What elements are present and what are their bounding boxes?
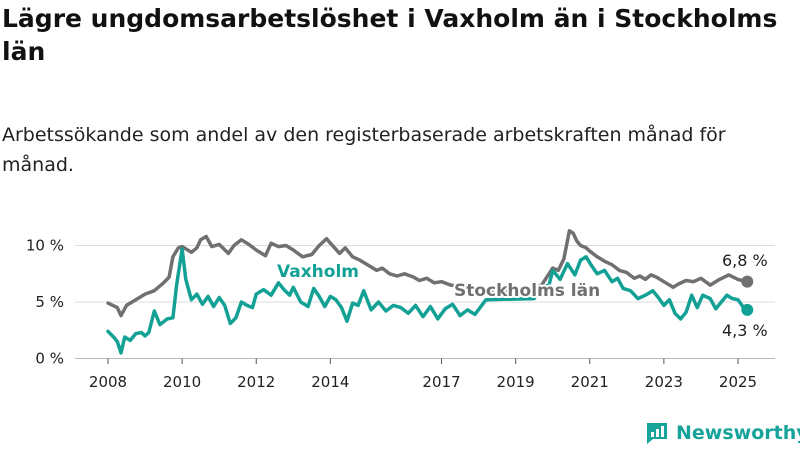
end-value-label-stockholms-lan: 6,8 % xyxy=(722,251,768,270)
y-tick-label: 10 % xyxy=(26,237,64,255)
x-axis-ticks: 2008 2010 2012 2014 2017 2019 2021 2023 2025 xyxy=(89,358,757,391)
x-tick-label: 2025 xyxy=(719,373,757,391)
end-point-vaxholm xyxy=(741,303,754,316)
newsworthy-logo[interactable]: Newsworthy xyxy=(644,419,800,447)
series-label-vaxholm: Vaxholm xyxy=(277,262,359,282)
x-tick-label: 2008 xyxy=(89,373,127,391)
y-tick-label: 0 % xyxy=(35,350,64,368)
newsworthy-wordmark: Newsworthy xyxy=(676,422,800,444)
end-value-label-vaxholm: 4,3 % xyxy=(722,321,768,340)
x-tick-label: 2010 xyxy=(163,373,201,391)
x-tick-label: 2021 xyxy=(571,373,609,391)
grid-lines xyxy=(75,245,775,359)
x-tick-label: 2014 xyxy=(311,373,349,391)
series-labels: Vaxholm Stockholms län 6,8 % 4,3 % xyxy=(275,249,770,342)
x-tick-label: 2012 xyxy=(237,373,275,391)
x-tick-label: 2023 xyxy=(645,373,683,391)
y-tick-label: 5 % xyxy=(35,293,64,311)
x-tick-label: 2017 xyxy=(422,373,460,391)
x-tick-label: 2019 xyxy=(497,373,535,391)
series-line-stockholms-l-n xyxy=(106,229,750,318)
series-label-stockholms-lan: Stockholms län xyxy=(454,281,600,301)
series-line-vaxholm xyxy=(106,247,750,355)
newsworthy-chart-icon xyxy=(647,423,667,444)
chart-title: Lägre ungdomsarbetslöshet i Vaxholm än i… xyxy=(2,4,778,66)
end-point-stockholms-l-n xyxy=(741,275,754,288)
chart-subtitle: Arbetssökande som andel av den registerb… xyxy=(2,124,726,176)
y-axis-ticks: 0 % 5 % 10 % xyxy=(26,237,64,368)
series-lines xyxy=(106,229,754,355)
